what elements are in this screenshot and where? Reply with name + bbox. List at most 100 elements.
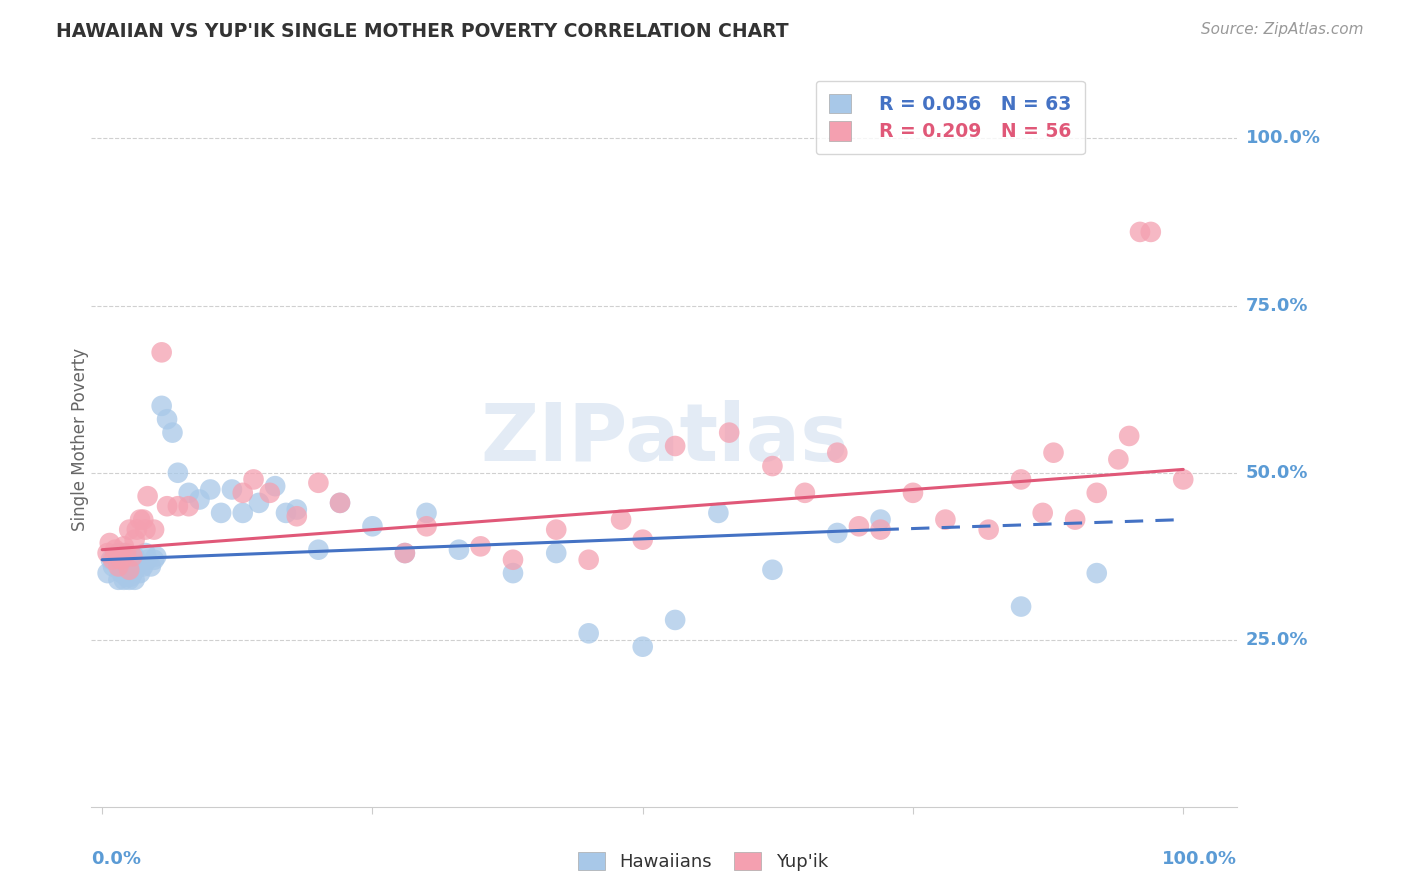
Point — [101, 559, 124, 574]
Point — [1129, 225, 1152, 239]
Point — [264, 479, 287, 493]
Point — [143, 523, 166, 537]
Point — [177, 485, 200, 500]
Text: Source: ZipAtlas.com: Source: ZipAtlas.com — [1201, 22, 1364, 37]
Point — [120, 569, 142, 583]
Point — [848, 519, 870, 533]
Point — [134, 523, 156, 537]
Point — [1118, 429, 1140, 443]
Point — [329, 496, 352, 510]
Text: 50.0%: 50.0% — [1246, 464, 1308, 482]
Point — [115, 569, 138, 583]
Point — [132, 512, 155, 526]
Point — [1042, 446, 1064, 460]
Point — [1032, 506, 1054, 520]
Point — [1139, 225, 1161, 239]
Point — [121, 566, 143, 581]
Point — [112, 573, 135, 587]
Point — [394, 546, 416, 560]
Point — [97, 566, 120, 581]
Point — [188, 492, 211, 507]
Point — [869, 523, 891, 537]
Point — [718, 425, 741, 440]
Point — [664, 613, 686, 627]
Point — [104, 542, 127, 557]
Point — [118, 573, 141, 587]
Point — [112, 559, 135, 574]
Point — [156, 500, 179, 514]
Point — [120, 556, 142, 570]
Point — [115, 546, 138, 560]
Point — [167, 500, 190, 514]
Text: 100.0%: 100.0% — [1246, 129, 1320, 147]
Legend:   R = 0.056   N = 63,   R = 0.209   N = 56: R = 0.056 N = 63, R = 0.209 N = 56 — [815, 81, 1084, 154]
Point — [107, 573, 129, 587]
Point — [415, 519, 437, 533]
Point — [259, 485, 281, 500]
Point — [118, 563, 141, 577]
Point — [610, 512, 633, 526]
Point — [827, 526, 849, 541]
Point — [546, 546, 568, 560]
Point — [118, 552, 141, 567]
Point — [793, 485, 815, 500]
Point — [167, 466, 190, 480]
Point — [274, 506, 297, 520]
Point — [1010, 473, 1032, 487]
Y-axis label: Single Mother Poverty: Single Mother Poverty — [72, 348, 89, 531]
Point — [139, 559, 162, 574]
Point — [394, 546, 416, 560]
Point — [761, 563, 783, 577]
Point — [209, 506, 232, 520]
Point — [502, 566, 524, 581]
Point — [125, 559, 148, 574]
Text: HAWAIIAN VS YUP'IK SINGLE MOTHER POVERTY CORRELATION CHART: HAWAIIAN VS YUP'IK SINGLE MOTHER POVERTY… — [56, 22, 789, 41]
Point — [329, 496, 352, 510]
Point — [150, 399, 173, 413]
Point — [129, 512, 152, 526]
Point — [104, 549, 127, 564]
Point — [447, 542, 470, 557]
Point — [934, 512, 956, 526]
Point — [361, 519, 384, 533]
Point — [115, 559, 138, 574]
Point — [118, 523, 141, 537]
Point — [232, 506, 254, 520]
Point — [121, 549, 143, 564]
Point — [827, 446, 849, 460]
Point — [285, 509, 308, 524]
Point — [1085, 566, 1108, 581]
Text: 75.0%: 75.0% — [1246, 296, 1308, 315]
Text: ZIPatlas: ZIPatlas — [481, 401, 848, 478]
Point — [121, 552, 143, 567]
Text: 0.0%: 0.0% — [91, 850, 142, 868]
Legend: Hawaiians, Yup'ik: Hawaiians, Yup'ik — [571, 845, 835, 879]
Point — [124, 563, 146, 577]
Point — [578, 626, 600, 640]
Point — [98, 536, 121, 550]
Point — [107, 546, 129, 560]
Point — [502, 552, 524, 567]
Point — [112, 539, 135, 553]
Point — [546, 523, 568, 537]
Point — [145, 549, 167, 564]
Point — [115, 549, 138, 564]
Point — [1064, 512, 1087, 526]
Text: 25.0%: 25.0% — [1246, 631, 1308, 649]
Point — [470, 539, 492, 553]
Point — [869, 512, 891, 526]
Point — [107, 559, 129, 574]
Point — [901, 485, 924, 500]
Point — [162, 425, 184, 440]
Point — [415, 506, 437, 520]
Point — [101, 552, 124, 567]
Point — [761, 459, 783, 474]
Point — [156, 412, 179, 426]
Point — [221, 483, 243, 497]
Text: 100.0%: 100.0% — [1163, 850, 1237, 868]
Point — [307, 542, 329, 557]
Point — [285, 502, 308, 516]
Point — [125, 523, 148, 537]
Point — [631, 533, 654, 547]
Point — [977, 523, 1000, 537]
